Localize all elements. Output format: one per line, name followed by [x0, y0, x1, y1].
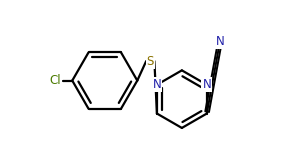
Text: Cl: Cl: [50, 74, 61, 87]
Text: N: N: [215, 35, 224, 48]
Text: N: N: [153, 78, 161, 91]
Text: S: S: [147, 55, 154, 68]
Text: N: N: [202, 78, 211, 91]
